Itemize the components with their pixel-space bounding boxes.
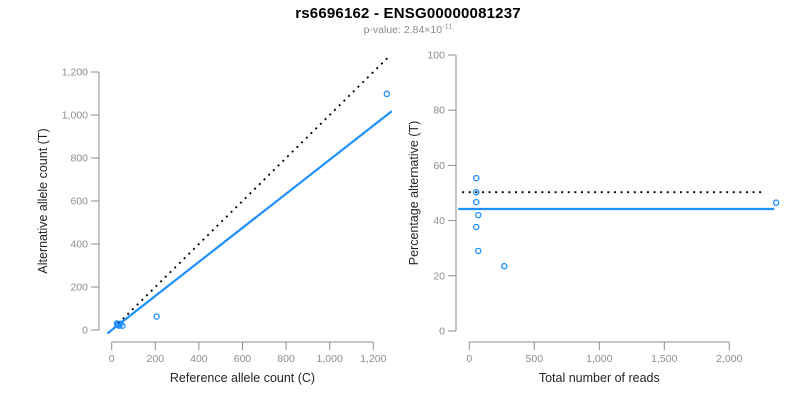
data-point (501, 262, 508, 270)
data-point (475, 247, 482, 255)
x-tick-label: 500 (526, 353, 544, 365)
data-point (473, 198, 480, 206)
y-tick-label: 1,200 (62, 67, 88, 79)
y-tick-label: 100 (427, 50, 445, 62)
x-tick-label: 2,000 (716, 353, 742, 365)
data-point (475, 211, 482, 219)
y-axis-title: Alternative allele count (T) (36, 128, 50, 273)
identity-line (108, 55, 390, 334)
subplot-2: 0 20 40 60 80 100 0 500 1,000 1,500 2,000 Total num… (407, 50, 780, 385)
y-axis-title: Percentage alternative (T) (407, 121, 421, 266)
x-tick-label: 0 (109, 353, 115, 365)
x-axis-title: Total number of reads (539, 371, 660, 385)
y-tick-label: 1,000 (62, 110, 88, 122)
x-tick-label: 400 (190, 353, 208, 365)
data-point (473, 223, 480, 231)
data-point (772, 199, 780, 206)
x-tick-label: 1,500 (651, 353, 677, 365)
y-tick-label: 600 (70, 196, 88, 208)
data-point (119, 322, 126, 329)
y-tick-label: 20 (433, 270, 445, 282)
y-tick-label: 200 (70, 282, 88, 294)
x-tick-label: 200 (147, 353, 165, 365)
regression-line (106, 110, 393, 335)
y-tick-label: 40 (433, 215, 445, 227)
data-point (473, 188, 480, 196)
y-tick-label: 400 (70, 239, 88, 251)
x-tick-label: 1,000 (586, 353, 612, 365)
x-tick-label: 800 (277, 353, 295, 365)
y-tick-label: 0 (439, 326, 445, 338)
x-tick-label: 0 (466, 353, 472, 365)
subplot-1: 0 200 400 600 800 1,000 1,200 0 200 400 600 800 1,00… (36, 55, 393, 385)
x-tick-label: 600 (234, 353, 252, 365)
y-tick-label: 60 (433, 160, 445, 172)
y-tick-label: 0 (82, 325, 88, 337)
x-tick-label: 1,000 (317, 353, 343, 365)
x-tick-label: 1,200 (360, 353, 386, 365)
data-point (473, 174, 480, 182)
y-tick-label: 80 (433, 105, 445, 117)
x-axis-title: Reference allele count (C) (170, 371, 315, 385)
data-point (383, 90, 391, 98)
y-tick-label: 800 (70, 153, 88, 165)
data-point (153, 313, 160, 320)
